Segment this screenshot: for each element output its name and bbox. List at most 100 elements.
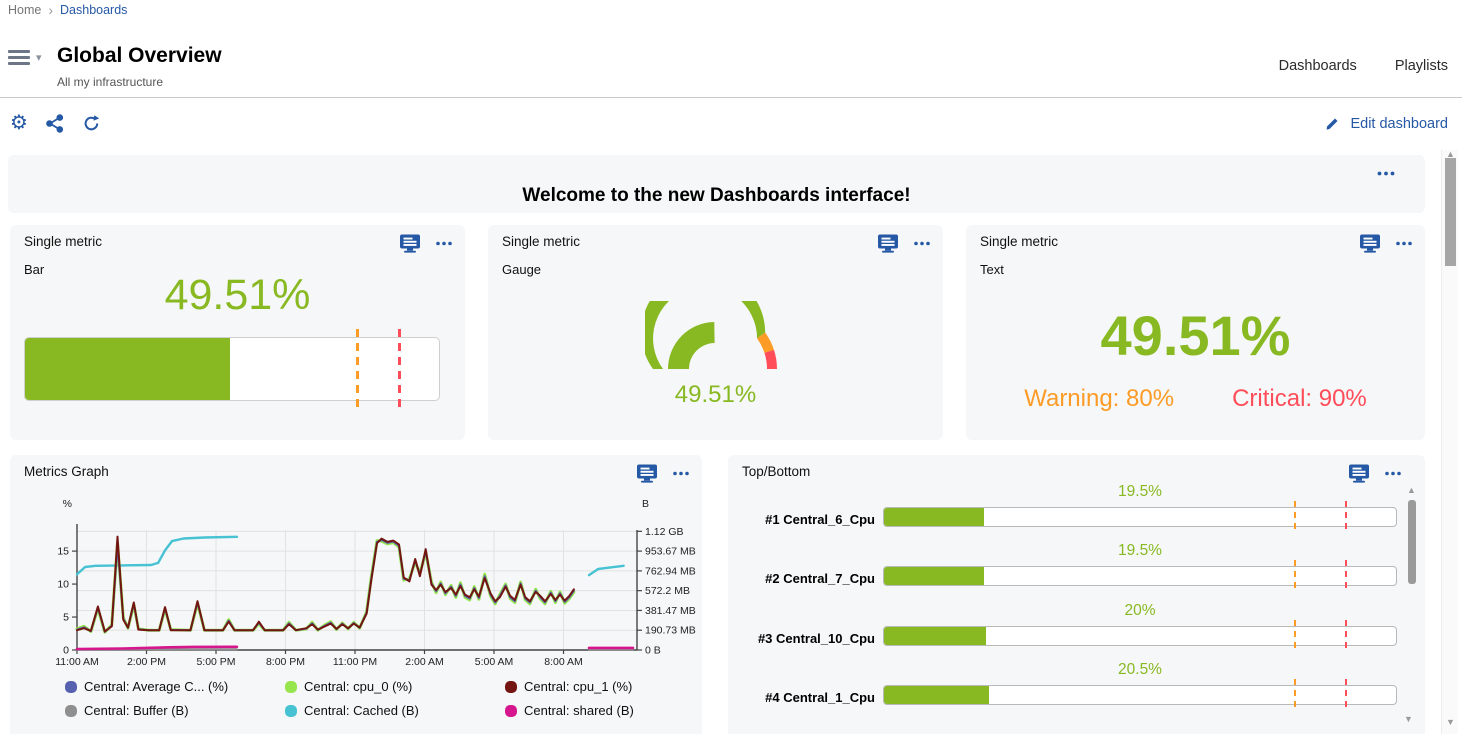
svg-text:2:00 AM: 2:00 AM (405, 656, 444, 668)
panel-title: Single metric (24, 234, 103, 249)
dashboard-toolbar: ⚙ (8, 112, 102, 134)
warning-threshold-line (1293, 560, 1297, 593)
row-bar (883, 560, 1397, 593)
row-bar (883, 679, 1397, 712)
page-scroll-up-icon[interactable]: ▲ (1446, 149, 1455, 159)
svg-text:8:00 PM: 8:00 PM (266, 656, 305, 668)
legend-item[interactable]: Central: cpu_1 (%) (505, 679, 735, 694)
bar-fill (25, 338, 230, 400)
warning-threshold-line (1293, 679, 1297, 712)
svg-text:5:00 PM: 5:00 PM (196, 656, 235, 668)
page-scroll-down-icon[interactable]: ▼ (1446, 717, 1455, 727)
warning-threshold-line (356, 329, 360, 409)
breadcrumb-home-link[interactable]: Home (8, 3, 42, 17)
svg-text:2:00 PM: 2:00 PM (127, 656, 166, 668)
legend-swatch (505, 704, 517, 717)
header-tabs: Dashboards Playlists (1279, 58, 1448, 74)
legend-item[interactable]: Central: shared (B) (505, 703, 735, 718)
panel-single-metric-gauge: Single metric Gauge 49.51% (488, 225, 943, 440)
svg-text:572.2 MB: 572.2 MB (645, 585, 690, 597)
more-menu-icon[interactable] (1385, 471, 1401, 476)
panel-single-metric-text: Single metric Text 49.51% Warning: 80% C… (966, 225, 1425, 440)
chart-legend: Central: Average C... (%) Central: cpu_0 … (65, 679, 735, 718)
critical-label: Critical: 90% (1232, 385, 1367, 412)
svg-text:11:00 PM: 11:00 PM (333, 656, 377, 668)
panel-scrollbar-thumb[interactable] (1408, 500, 1416, 584)
breadcrumb-dashboards-link[interactable]: Dashboards (60, 3, 128, 17)
warning-threshold-line (1293, 501, 1297, 533)
legend-item[interactable]: Central: Average C... (%) (65, 679, 285, 694)
page-scrollbar-thumb[interactable] (1445, 158, 1456, 266)
critical-threshold-line (1344, 501, 1348, 533)
legend-item[interactable]: Central: Buffer (B) (65, 703, 285, 718)
legend-label: Central: cpu_0 (%) (304, 679, 413, 694)
panel-title: Top/Bottom (742, 464, 811, 479)
more-menu-icon[interactable] (436, 241, 452, 246)
panel-title: Single metric (502, 234, 581, 249)
row-label: #4 Central_1_Cpu (765, 690, 875, 706)
share-icon[interactable] (44, 112, 66, 134)
row-value: 19.5% (1118, 542, 1162, 560)
row-bar (883, 501, 1397, 533)
refresh-icon[interactable] (80, 112, 102, 134)
welcome-banner: Welcome to the new Dashboards interface! (8, 155, 1425, 213)
svg-text:%: % (63, 498, 72, 510)
panel-subtitle: Gauge (502, 262, 542, 277)
panel-scroll-down-icon[interactable]: ▼ (1404, 714, 1413, 724)
chevron-right-icon: › (48, 2, 54, 18)
top-bottom-row: 20% #3 Central_10_Cpu (742, 602, 1397, 654)
svg-text:190.73 MB: 190.73 MB (645, 625, 696, 637)
row-bar (883, 619, 1397, 652)
tab-playlists[interactable]: Playlists (1394, 58, 1448, 74)
legend-label: Central: cpu_1 (%) (524, 679, 633, 694)
display-on-dashboard-icon[interactable] (399, 234, 421, 253)
svg-text:381.47 MB: 381.47 MB (645, 605, 696, 617)
more-menu-icon[interactable] (914, 241, 930, 246)
legend-label: Central: Average C... (%) (84, 679, 229, 694)
legend-label: Central: Buffer (B) (84, 703, 189, 718)
row-label: #2 Central_7_Cpu (765, 571, 875, 587)
panel-title: Metrics Graph (24, 464, 109, 479)
pencil-icon (1327, 118, 1338, 130)
warning-threshold-line (1293, 619, 1297, 652)
metric-value: 49.51% (1100, 304, 1291, 367)
hamburger-menu-icon[interactable] (8, 50, 30, 68)
page-scrollbar[interactable]: ▲ ▼ (1441, 150, 1458, 734)
legend-swatch (65, 680, 77, 693)
svg-text:762.94 MB: 762.94 MB (645, 565, 696, 577)
legend-swatch (285, 680, 297, 693)
more-menu-icon[interactable] (1377, 163, 1395, 181)
critical-threshold-line (1344, 619, 1348, 652)
chevron-down-icon[interactable]: ▾ (36, 52, 42, 64)
breadcrumb: Home › Dashboards (8, 3, 127, 17)
critical-threshold-line (1344, 679, 1348, 712)
legend-item[interactable]: Central: cpu_0 (%) (285, 679, 505, 694)
gauge-value: 49.51% (674, 381, 757, 408)
svg-text:1.12 GB: 1.12 GB (645, 526, 684, 538)
panel-top-bottom: Top/Bottom 19.5% #1 Central_6_Cpu 19.5% #2 … (728, 455, 1425, 734)
svg-text:5: 5 (63, 612, 69, 624)
critical-threshold-line (397, 329, 401, 409)
display-on-dashboard-icon[interactable] (1359, 234, 1381, 253)
row-value: 20.5% (1118, 661, 1162, 679)
legend-label: Central: Cached (B) (304, 703, 419, 718)
welcome-banner-title: Welcome to the new Dashboards interface! (522, 185, 911, 206)
legend-item[interactable]: Central: Cached (B) (285, 703, 505, 718)
edit-dashboard-button[interactable]: Edit dashboard (1324, 115, 1448, 132)
legend-swatch (285, 704, 297, 717)
panel-scroll-up-icon[interactable]: ▲ (1407, 485, 1416, 495)
svg-text:0: 0 (63, 645, 69, 657)
display-on-dashboard-icon[interactable] (636, 464, 658, 483)
display-on-dashboard-icon[interactable] (877, 234, 899, 253)
edit-dashboard-label: Edit dashboard (1350, 115, 1448, 132)
row-bar-fill (884, 567, 984, 586)
svg-text:15: 15 (57, 546, 69, 558)
display-on-dashboard-icon[interactable] (1348, 464, 1370, 483)
more-menu-icon[interactable] (673, 471, 689, 476)
panel-metrics-graph: Metrics Graph % B 0 5 10 15 0 B 190.73 MB 381.47… (10, 455, 702, 734)
row-bar-fill (884, 508, 984, 526)
gauge (645, 301, 777, 369)
more-menu-icon[interactable] (1396, 241, 1412, 246)
tab-dashboards[interactable]: Dashboards (1278, 58, 1357, 74)
settings-gear-icon[interactable]: ⚙ (10, 112, 28, 134)
